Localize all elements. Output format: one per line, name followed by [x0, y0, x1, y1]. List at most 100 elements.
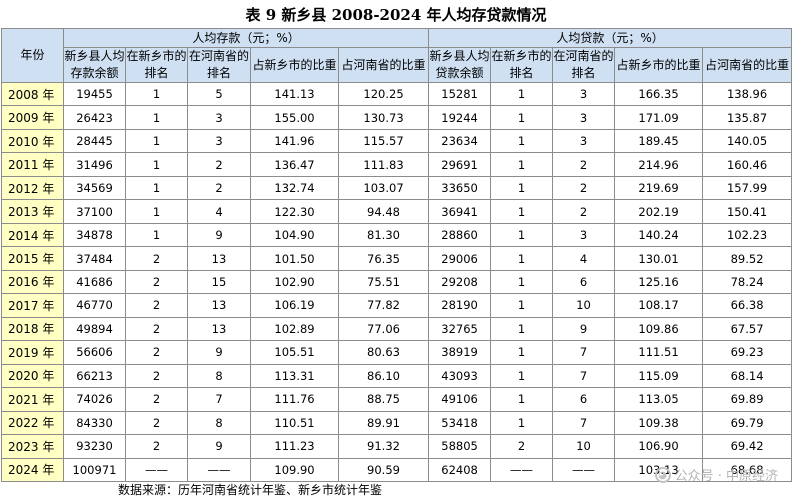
- table-cell: 2: [552, 175, 616, 201]
- table-cell: 1: [125, 222, 188, 248]
- table-cell: 8: [187, 363, 251, 389]
- table-cell: 1: [490, 199, 554, 224]
- table-cell: 108.17: [614, 293, 704, 318]
- table-cell: 2: [490, 434, 554, 459]
- table-cell: 111.83: [337, 152, 430, 177]
- table-cell: 1: [490, 152, 554, 177]
- table-cell: 46770: [63, 293, 126, 318]
- table-cell: 23634: [428, 128, 492, 154]
- table-cell: 13: [187, 316, 251, 342]
- table-row: 2021 年 74026 2 7 111.76 88.75 49106 1 6 113.05 69.…: [1, 387, 792, 412]
- table-cell: 1: [125, 175, 188, 201]
- table-cell: 2: [552, 152, 616, 177]
- table-row: 2018 年 49894 2 13 102.89 77.06 32765 1 9 109.86 67…: [1, 316, 792, 342]
- table-cell: 89.91: [337, 410, 430, 436]
- table-cell: 38919: [428, 340, 492, 365]
- table-cell: 78.24: [702, 269, 792, 295]
- year-cell: 2021 年: [1, 387, 64, 412]
- table-cell: 189.45: [614, 128, 704, 154]
- table-cell: 3: [552, 222, 616, 248]
- table-cell: 106.90: [614, 434, 704, 459]
- table-cell: 93230: [63, 434, 126, 459]
- table-cell: 49894: [63, 316, 126, 342]
- table-cell: 84330: [63, 410, 126, 436]
- table-cell: 106.19: [250, 293, 339, 318]
- table-cell: 166.35: [614, 81, 704, 107]
- table-cell: 1: [490, 293, 554, 318]
- table-cell: 80.63: [337, 340, 430, 365]
- header-deposit-province-share: 占河南省的比重: [337, 47, 430, 83]
- table-cell: 9: [187, 434, 251, 459]
- table-cell: 110.51: [250, 410, 339, 436]
- table-cell: 214.96: [614, 152, 704, 177]
- header-deposit-balance: 新乡县人均存款余额: [63, 47, 126, 83]
- year-cell: 2016 年: [1, 269, 64, 295]
- year-cell: 2022 年: [1, 410, 64, 436]
- table-cell: 66213: [63, 363, 126, 389]
- year-cell: 2020 年: [1, 363, 64, 389]
- table-cell: 1: [125, 105, 188, 130]
- table-cell: 219.69: [614, 175, 704, 201]
- table-cell: 1: [125, 81, 188, 107]
- table-cell: 3: [187, 105, 251, 130]
- table-cell: 49106: [428, 387, 492, 412]
- table-cell: 56606: [63, 340, 126, 365]
- header-loan-group: 人均贷款（元；%）: [428, 28, 792, 48]
- table-cell: 34878: [63, 222, 126, 248]
- table-cell: 105.51: [250, 340, 339, 365]
- table-cell: 88.75: [337, 387, 430, 412]
- table-cell: 89.52: [702, 246, 792, 271]
- table-cell: 1: [490, 246, 554, 271]
- table-cell: 29691: [428, 152, 492, 177]
- table-row: 2012 年 34569 1 2 132.74 103.07 33650 1 2 219.69 15…: [1, 175, 792, 201]
- table-cell: 9: [187, 222, 251, 248]
- table-cell: 155.00: [250, 105, 339, 130]
- table-row: 2009 年 26423 1 3 155.00 130.73 19244 1 3 171.09 13…: [1, 105, 792, 130]
- table-cell: 10: [552, 293, 616, 318]
- table-cell: 140.05: [702, 128, 792, 154]
- table-cell: 58805: [428, 434, 492, 459]
- deposit-loan-table: 年份 人均存款（元；%） 人均贷款（元；%） 新乡县人均存款余额 在新乡市的排名…: [1, 28, 792, 482]
- table-cell: 75.51: [337, 269, 430, 295]
- table-cell: 9: [552, 316, 616, 342]
- table-cell: 138.96: [702, 81, 792, 107]
- table-cell: 1: [490, 363, 554, 389]
- year-cell: 2010 年: [1, 128, 64, 154]
- table-cell: 136.47: [250, 152, 339, 177]
- table-cell: 19455: [63, 81, 126, 107]
- watermark-text: 公众号 · 中原经济: [674, 469, 778, 484]
- table-row: 2022 年 84330 2 8 110.51 89.91 53418 1 7 109.38 69.…: [1, 410, 792, 436]
- table-cell: 1: [490, 128, 554, 154]
- table-cell: 115.57: [337, 128, 430, 154]
- table-cell: 3: [552, 128, 616, 154]
- table-cell: 2: [552, 199, 616, 224]
- table-cell: 28190: [428, 293, 492, 318]
- table-cell: 1: [490, 340, 554, 365]
- table-cell: 15: [187, 269, 251, 295]
- table-cell: 1: [490, 269, 554, 295]
- wechat-icon: ◕: [654, 466, 671, 483]
- table-cell: 2: [125, 434, 188, 459]
- table-cell: 9: [187, 340, 251, 365]
- table-cell: 111.76: [250, 387, 339, 412]
- table-cell: 77.06: [337, 316, 430, 342]
- table-cell: 1: [490, 175, 554, 201]
- table-cell: 2: [125, 410, 188, 436]
- table-cell: ——: [552, 457, 616, 482]
- watermark: ◕ 公众号 · 中原经济: [654, 465, 778, 484]
- table-cell: 34569: [63, 175, 126, 201]
- table-cell: 141.96: [250, 128, 339, 154]
- table-cell: 8: [187, 410, 251, 436]
- table-cell: 68.14: [702, 363, 792, 389]
- table-cell: 1: [490, 81, 554, 107]
- table-cell: 2: [187, 175, 251, 201]
- table-cell: 1: [490, 387, 554, 412]
- header-row-columns: 新乡县人均存款余额 在新乡市的排名 在河南省的排名 占新乡市的比重 占河南省的比…: [2, 47, 792, 83]
- header-row-groups: 年份 人均存款（元；%） 人均贷款（元；%）: [1, 28, 792, 83]
- table-cell: 7: [552, 410, 616, 436]
- header-loan-province-share: 占河南省的比重: [702, 47, 792, 83]
- table-cell: 74026: [63, 387, 126, 412]
- header-loan-city-share: 占新乡市的比重: [614, 47, 704, 83]
- table-cell: 113.05: [614, 387, 704, 412]
- table-cell: 2: [125, 340, 188, 365]
